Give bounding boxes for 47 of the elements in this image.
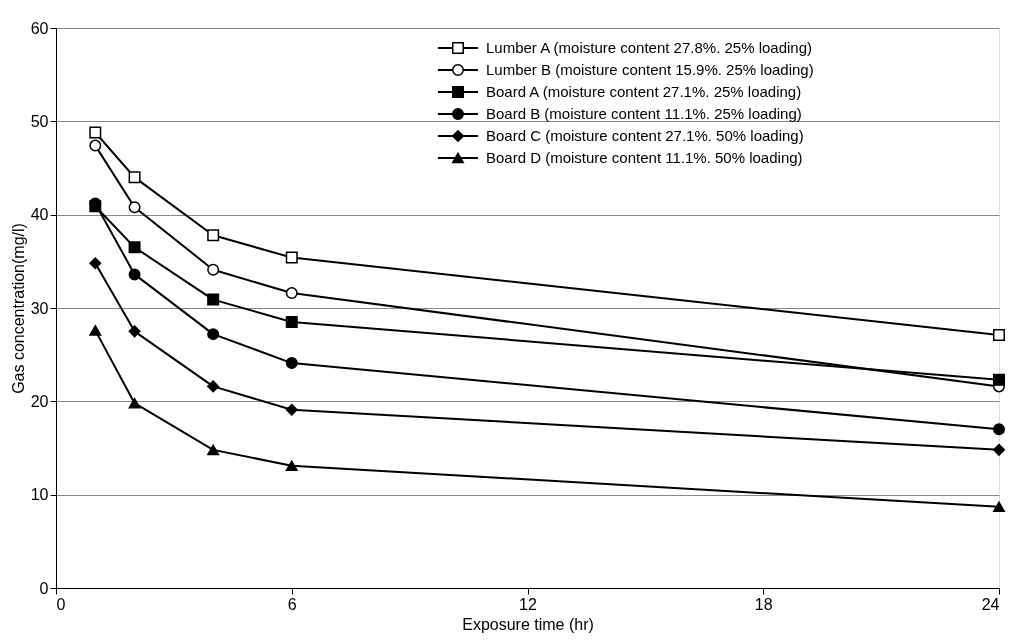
point — [128, 171, 141, 184]
point — [993, 423, 1005, 436]
point — [89, 126, 102, 139]
legend-label: Board A (moisture content 27.1%. 25% loading) — [486, 83, 802, 100]
legend-label: Board D (moisture content 11.1%. 50% loading) — [486, 149, 803, 166]
legend-label: Lumber A (moisture content 27.8%. 25% loading) — [486, 39, 813, 56]
y-tick-label: 50 — [30, 112, 49, 130]
point — [128, 268, 141, 281]
point — [207, 263, 220, 276]
point — [89, 139, 102, 152]
point — [285, 357, 298, 370]
x-tick-label: 6 — [287, 595, 297, 613]
point — [993, 501, 1005, 513]
point — [89, 257, 102, 270]
point — [207, 380, 220, 393]
legend-label: Board B (moisture content 11.1%. 25% loading) — [486, 105, 802, 122]
x-tick-label: 18 — [754, 595, 773, 613]
x-tick-label: 12 — [519, 595, 537, 613]
point — [89, 325, 102, 336]
y-tick-label: 20 — [30, 392, 49, 410]
y-tick-label: 10 — [30, 486, 49, 504]
point — [128, 241, 141, 254]
point — [285, 316, 298, 328]
point — [285, 460, 298, 472]
legend-label: Lumber B (moisture content 15.9%. 25% loading) — [486, 61, 814, 78]
x-axis-title: Exposure time (hr) — [462, 615, 594, 633]
y-tick-label: 40 — [30, 206, 49, 224]
point — [285, 403, 298, 416]
point — [993, 329, 1005, 342]
y-axis-title: Gas concentration(mg/l) — [9, 223, 27, 394]
point — [128, 325, 141, 338]
point — [993, 443, 1005, 456]
point — [285, 287, 298, 300]
point — [993, 373, 1005, 386]
point — [207, 293, 220, 306]
y-tick-label: 30 — [30, 299, 49, 317]
point — [128, 201, 141, 214]
x-tick-label: 24 — [981, 595, 1000, 613]
x-tick-label: 0 — [56, 595, 66, 613]
point — [128, 397, 141, 409]
legend-label: Board C (moisture content 27.1%. 50% loading) — [486, 127, 804, 144]
point — [207, 444, 220, 456]
point — [207, 229, 220, 242]
y-tick-label: 60 — [30, 19, 49, 37]
point — [207, 328, 220, 341]
y-tick-label: 0 — [39, 579, 49, 597]
point — [285, 251, 298, 264]
